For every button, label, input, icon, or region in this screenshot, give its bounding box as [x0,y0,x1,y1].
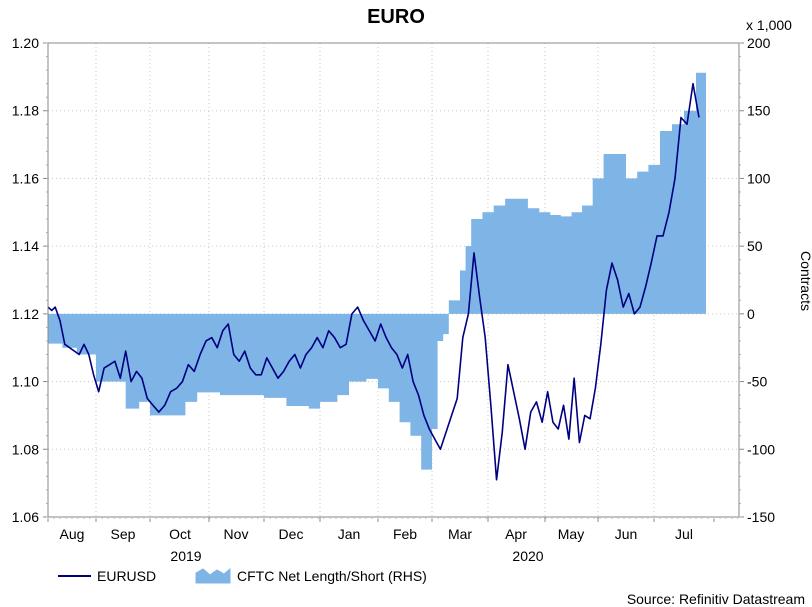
left-axis: 1.06 1.08 1.10 1.12 1.14 1.16 1.18 1.20 [12,35,48,525]
x-axis: Aug Sep Oct Nov Dec Jan Feb Mar Apr May Jun Jul [47,517,739,542]
month-label-jul: Jul [675,526,693,542]
right-tick-label: -50 [747,374,767,390]
year-label-2020: 2020 [512,548,543,564]
plot-frame [47,42,740,518]
cftc-area-layer [48,72,706,470]
source-note: Source: Refinitiv Datastream [627,591,805,607]
month-label-dec: Dec [279,526,304,542]
right-axis: -150 -100 -50 0 50 100 150 200 [739,35,775,525]
left-tick-label: 1.12 [12,306,39,322]
year-label-2019: 2019 [170,548,201,564]
left-tick-label: 1.10 [12,374,39,390]
right-tick-label: -100 [747,441,775,457]
month-label-sep: Sep [111,526,136,542]
cftc-area [48,72,706,470]
month-label-mar: Mar [448,526,472,542]
left-tick-label: 1.20 [12,35,39,51]
legend: EURUSD CFTC Net Length/Short (RHS) [58,567,427,584]
right-tick-label: 150 [747,103,771,119]
right-tick-label: 0 [747,306,755,322]
month-label-may: May [558,526,584,542]
legend-eurusd-label: EURUSD [97,568,156,584]
chart-title: EURO [367,6,425,28]
month-label-jan: Jan [338,526,361,542]
legend-cftc-label: CFTC Net Length/Short (RHS) [237,568,427,584]
left-tick-label: 1.08 [12,441,39,457]
legend-cftc-swatch [195,567,231,584]
month-label-jun: Jun [615,526,638,542]
eurusd-line [47,82,700,481]
left-tick-label: 1.06 [12,509,39,525]
left-tick-label: 1.14 [12,238,39,254]
month-label-nov: Nov [224,526,249,542]
right-tick-label: 200 [747,35,771,51]
right-tick-label: 50 [747,238,763,254]
month-label-aug: Aug [60,526,85,542]
right-tick-label: 100 [747,170,771,186]
month-label-feb: Feb [393,526,417,542]
right-tick-label: -150 [747,509,775,525]
left-tick-label: 1.18 [12,103,39,119]
eurusd-line-layer [47,82,700,481]
month-label-apr: Apr [505,526,527,542]
right-axis-multiplier: x 1,000 [746,17,792,33]
month-label-oct: Oct [169,526,191,542]
right-axis-label: Contracts [798,251,812,311]
left-tick-label: 1.16 [12,170,39,186]
